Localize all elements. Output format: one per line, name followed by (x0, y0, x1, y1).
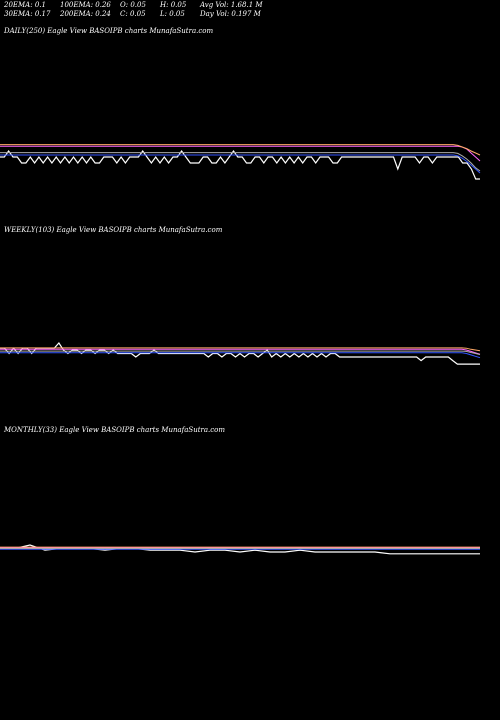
ema20-stat: 20EMA: 0.1 (4, 1, 46, 9)
weekly-ema200-line (0, 348, 481, 355)
daily-ema100-line (0, 144, 481, 156)
high-stat: H: 0.05 (160, 1, 187, 9)
daily-ema30-line (0, 154, 481, 174)
close-stat: C: 0.05 (120, 10, 146, 18)
ema100-stat: 100EMA: 0.26 (60, 1, 111, 9)
weekly-chart-title: WEEKLY(103) Eagle View BASOIPB charts Mu… (4, 226, 223, 234)
daily-ema20-line (0, 152, 481, 172)
weekly-price-line (0, 342, 480, 365)
ema200-stat: 200EMA: 0.24 (60, 10, 111, 18)
avg-vol-stat: Avg Vol: 1.68.1 M (200, 1, 263, 9)
weekly-ema30-line (0, 352, 481, 359)
monthly-chart-title: MONTHLY(33) Eagle View BASOIPB charts Mu… (4, 426, 226, 434)
monthly-chart (0, 544, 480, 555)
daily-ema200-line (0, 145, 481, 162)
weekly-ema100-line (0, 347, 481, 352)
open-stat: O: 0.05 (120, 1, 146, 9)
weekly-ema20-line (0, 350, 481, 356)
weekly-chart (0, 342, 481, 365)
ema30-stat: 30EMA: 0.17 (4, 10, 51, 18)
low-stat: L: 0.05 (160, 10, 185, 18)
daily-price-line (0, 149, 480, 180)
daily-chart-title: DAILY(250) Eagle View BASOIPB charts Mun… (4, 27, 214, 35)
daily-chart (0, 144, 481, 180)
day-vol-stat: Day Vol: 0.197 M (200, 10, 261, 18)
